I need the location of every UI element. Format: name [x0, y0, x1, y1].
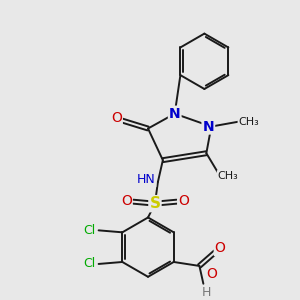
Text: H: H	[202, 286, 211, 299]
Text: O: O	[215, 241, 226, 255]
Text: N: N	[202, 119, 214, 134]
Text: S: S	[149, 196, 161, 211]
Text: Cl: Cl	[84, 257, 96, 271]
Text: CH₃: CH₃	[218, 171, 238, 181]
Text: CH₃: CH₃	[238, 117, 259, 127]
Text: HN: HN	[137, 173, 155, 186]
Text: O: O	[178, 194, 189, 208]
Text: Cl: Cl	[84, 224, 96, 237]
Text: O: O	[111, 111, 122, 124]
Text: O: O	[121, 194, 132, 208]
Text: O: O	[206, 267, 217, 281]
Text: N: N	[169, 107, 181, 121]
